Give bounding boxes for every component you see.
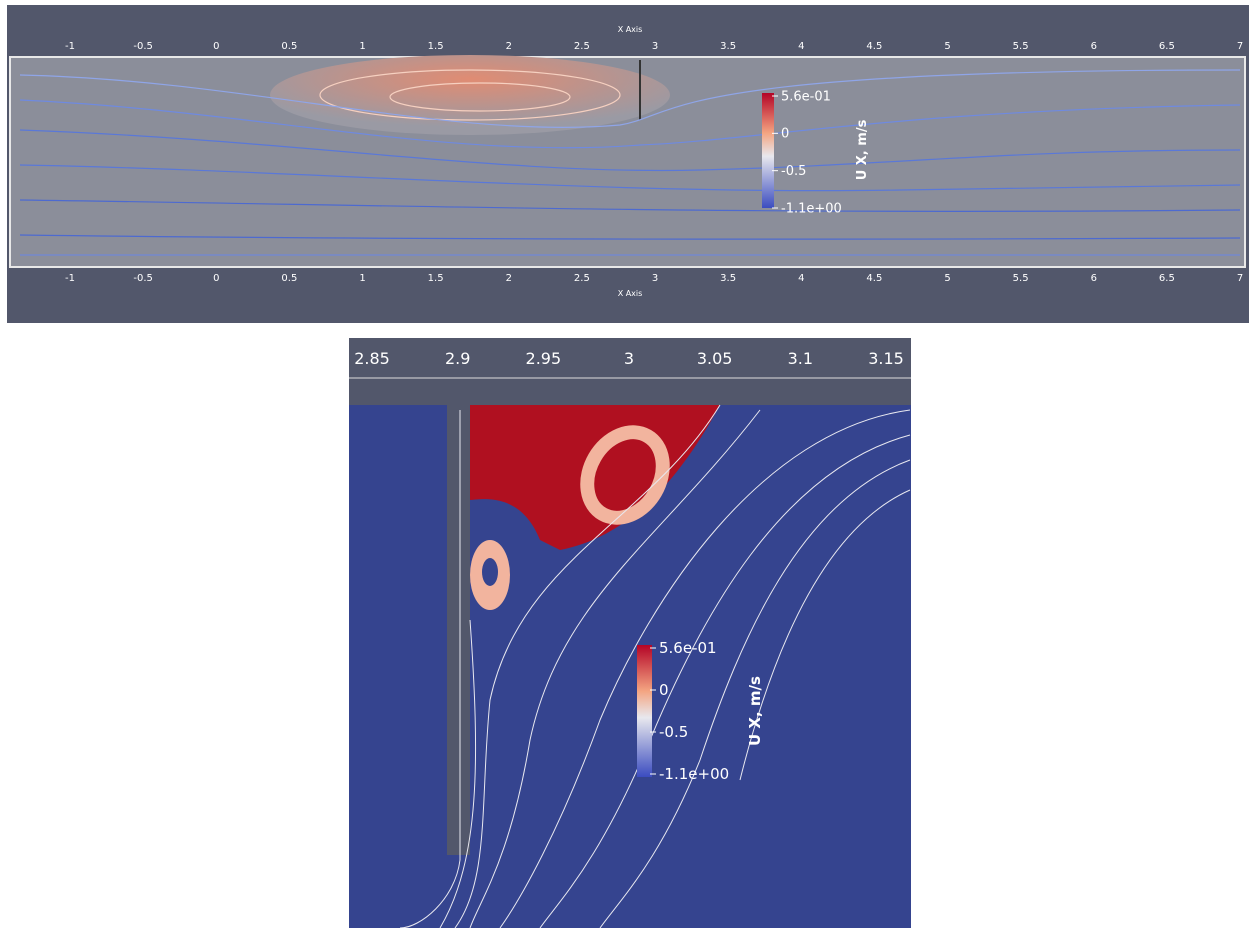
tick-label: 6 [1091, 41, 1097, 52]
tick-label: 0 [213, 273, 219, 284]
tick-label: 1 [359, 273, 365, 284]
tick-label: 0.5 [281, 41, 297, 52]
tick-label: 3.05 [697, 349, 733, 368]
tick-label: 0.5 [281, 273, 297, 284]
tick-label: 2.9 [445, 349, 470, 368]
colorbar-title: U X, m/s [746, 676, 764, 746]
tick-label: 5 [944, 273, 950, 284]
tick-label: 2 [506, 41, 512, 52]
colorbar-label: -0.5 [659, 723, 688, 741]
tick-label: 1 [359, 41, 365, 52]
colorbar-label: 0 [781, 127, 789, 142]
vortex-core [482, 558, 498, 586]
tick-label: 3 [624, 349, 634, 368]
tick-label: 3.5 [720, 273, 736, 284]
plate [447, 405, 470, 855]
tick-label: 1.5 [428, 41, 444, 52]
tick-label: 3.15 [868, 349, 904, 368]
tick-label: 4 [798, 273, 804, 284]
tick-label: 2.85 [354, 349, 390, 368]
axis-title: X Axis [618, 25, 643, 34]
tick-label: 6.5 [1159, 273, 1175, 284]
tick-label: -0.5 [133, 41, 153, 52]
colorbar-label: 5.6e-01 [781, 89, 831, 104]
tick-label: 2.5 [574, 273, 590, 284]
top-panel: X Axis X Axis U X, m/s -1 -0.5 0 0.5 1 1.5 2 2.… [7, 5, 1249, 323]
colorbar-label: 5.6e-01 [659, 639, 717, 657]
tick-label: 3.5 [720, 41, 736, 52]
tick-label: 5.5 [1013, 273, 1029, 284]
bottom-panel: U X, m/s 2.85 2.9 2.95 3 3.05 3.1 3.15 5.6e-01 0… [349, 338, 911, 928]
tick-label: 4 [798, 41, 804, 52]
tick-label: 2.95 [526, 349, 562, 368]
colorbar [637, 645, 652, 777]
colorbar-title: U X, m/s [855, 119, 870, 180]
tick-label: 3 [652, 273, 658, 284]
tick-label: 7 [1237, 41, 1243, 52]
colorbar [762, 93, 774, 208]
tick-label: 3 [652, 41, 658, 52]
axis-title: X Axis [618, 289, 643, 298]
tick-label: 7 [1237, 273, 1243, 284]
colorbar-label: -0.5 [781, 164, 806, 179]
colorbar-label: -1.1e+00 [659, 765, 729, 783]
tick-label: 6.5 [1159, 41, 1175, 52]
tick-label: -1 [65, 273, 75, 284]
tick-label: 4.5 [866, 273, 882, 284]
tick-label: 2 [506, 273, 512, 284]
tick-label: 6 [1091, 273, 1097, 284]
tick-label: 5.5 [1013, 41, 1029, 52]
tick-label: 0 [213, 41, 219, 52]
tick-label: 1.5 [428, 273, 444, 284]
tick-label: 3.1 [788, 349, 813, 368]
tick-label: 4.5 [866, 41, 882, 52]
figure: X Axis X Axis U X, m/s -1 -0.5 0 0.5 1 1.5 2 2.… [0, 0, 1251, 928]
tick-label: -0.5 [133, 273, 153, 284]
tick-label: -1 [65, 41, 75, 52]
tick-label: 5 [944, 41, 950, 52]
tick-label: 2.5 [574, 41, 590, 52]
colorbar-label: -1.1e+00 [781, 201, 842, 216]
colorbar-label: 0 [659, 681, 669, 699]
